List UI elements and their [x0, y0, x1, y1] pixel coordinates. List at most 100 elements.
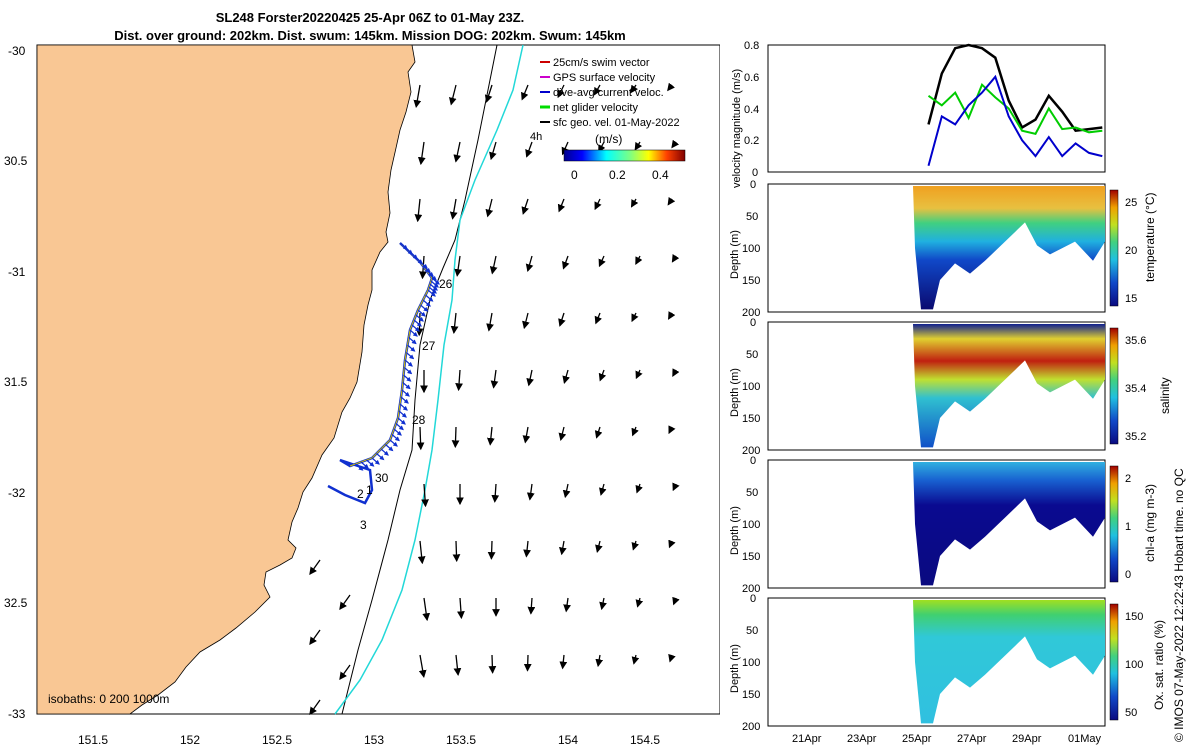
current-arrow: [491, 483, 500, 503]
legend-entry: dive-avg current veloc.: [553, 87, 664, 99]
current-arrow: [630, 198, 639, 208]
current-arrow: [489, 255, 498, 275]
dive-current-arrow: [409, 329, 418, 337]
current-arrow: [523, 540, 531, 558]
current-arrow: [526, 369, 534, 387]
lat-tick: -32: [8, 486, 26, 500]
legend-entry: sfc geo. vel. 01-May-2022: [553, 117, 680, 129]
dive-current-arrow: [393, 428, 402, 436]
dive-current-arrow: [428, 273, 437, 281]
depth-tick: 150: [742, 689, 760, 701]
current-arrow: [594, 426, 603, 439]
current-arrow: [634, 141, 643, 151]
isobath-200m: [341, 44, 498, 715]
isobath-1000m: [334, 44, 524, 715]
depth-tick: 50: [746, 625, 758, 637]
dive-current-arrow: [376, 453, 385, 461]
profile-data-field: [913, 186, 1105, 310]
current-arrow: [635, 483, 643, 494]
current-arrow: [561, 141, 569, 156]
current-arrow: [449, 198, 458, 220]
current-arrow: [457, 597, 465, 620]
legend-entry: net glider velocity: [553, 102, 638, 114]
dive-current-arrow: [422, 299, 431, 307]
current-arrow: [672, 596, 680, 606]
legend-extra: 4h: [530, 131, 542, 143]
depth-ylabel: Depth (m): [729, 506, 741, 555]
dive-current-arrow: [389, 439, 398, 447]
current-arrow: [671, 139, 680, 149]
current-arrow: [668, 653, 676, 663]
current-arrow: [598, 255, 606, 268]
vel-ytick: 0.6: [744, 72, 759, 84]
colorbar-tick: 0: [571, 168, 578, 182]
current-arrow: [562, 255, 570, 270]
depth-ylabel: Depth (m): [729, 230, 741, 279]
dive-current-arrow: [413, 319, 422, 327]
title-line-1: SL248 Forster20220425 25-Apr 06Z to 01-M…: [215, 10, 525, 25]
current-arrow: [450, 312, 459, 334]
current-arrow: [667, 196, 676, 206]
current-arrow: [558, 312, 566, 327]
velocity-series-net-glider-velocity: [927, 82, 1103, 136]
lon-tick: 153.5: [446, 733, 476, 747]
lon-tick: 152: [180, 733, 200, 747]
current-arrow: [418, 654, 427, 678]
current-arrow: [526, 483, 535, 501]
current-arrow: [672, 482, 680, 492]
current-arrow: [557, 198, 566, 213]
dive-current-arrow: [360, 461, 369, 469]
depth-tick: 50: [746, 349, 758, 361]
depth-tick: 0: [750, 593, 756, 605]
current-arrow: [453, 654, 462, 676]
time-tick: 23Apr: [847, 733, 877, 745]
current-arrow: [595, 654, 604, 668]
current-arrow: [417, 540, 426, 565]
vel-ytick: 0: [752, 167, 758, 179]
profile-colorbar: [1109, 603, 1119, 721]
dive-current-arrow: [411, 324, 420, 332]
depth-ylabel: Depth (m): [729, 368, 741, 417]
current-arrow: [558, 540, 567, 556]
current-arrow: [668, 539, 676, 549]
depth-ylabel: Depth (m): [729, 644, 741, 693]
vel-ytick: 0.4: [744, 104, 759, 116]
depth-tick: 100: [742, 519, 760, 531]
profile-colorbar: [1109, 327, 1119, 445]
current-arrow: [594, 198, 602, 211]
time-tick: 25Apr: [902, 733, 932, 745]
depth-tick: 200: [742, 445, 760, 457]
profile-panel-chl-a: 0 50 100 150 200 Depth (m) 2 1 0: [729, 455, 1131, 595]
colorbar-tick: 0.4: [652, 168, 669, 182]
current-arrow: [525, 141, 533, 158]
title-line-2: Dist. over ground: 202km. Dist. swum: 14…: [114, 28, 626, 43]
current-arrow: [414, 198, 423, 223]
dive-current-arrow: [402, 382, 411, 390]
time-tick: 29Apr: [1012, 733, 1042, 745]
current-arrow: [422, 597, 431, 622]
land-mass: [36, 44, 416, 715]
day-label: 3: [360, 518, 367, 532]
dive-current-arrow: [403, 367, 413, 375]
profile-data-field: [913, 600, 1105, 724]
current-arrow: [563, 597, 571, 613]
profile-colorbar: [1109, 189, 1119, 307]
lat-tick: -30: [8, 44, 26, 58]
dive-current-arrow: [399, 403, 408, 411]
current-arrow: [672, 368, 680, 377]
current-arrow: [671, 254, 680, 263]
dive-current-arrow: [398, 410, 407, 418]
current-arrow: [487, 540, 496, 560]
current-arrow: [594, 312, 602, 325]
colorbar-tick: 50: [1125, 707, 1137, 719]
current-arrow: [309, 559, 321, 576]
current-arrow: [668, 311, 676, 320]
lon-tick: 154.5: [630, 733, 660, 747]
current-arrow: [452, 540, 461, 563]
current-arrow: [599, 483, 607, 496]
map-legend: 25cm/s swim vector GPS surface velocity …: [530, 57, 680, 143]
current-arrow: [416, 426, 425, 451]
dive-current-arrow: [401, 389, 410, 397]
current-arrow: [635, 255, 643, 265]
colorbar-tick: 35.6: [1125, 335, 1146, 347]
